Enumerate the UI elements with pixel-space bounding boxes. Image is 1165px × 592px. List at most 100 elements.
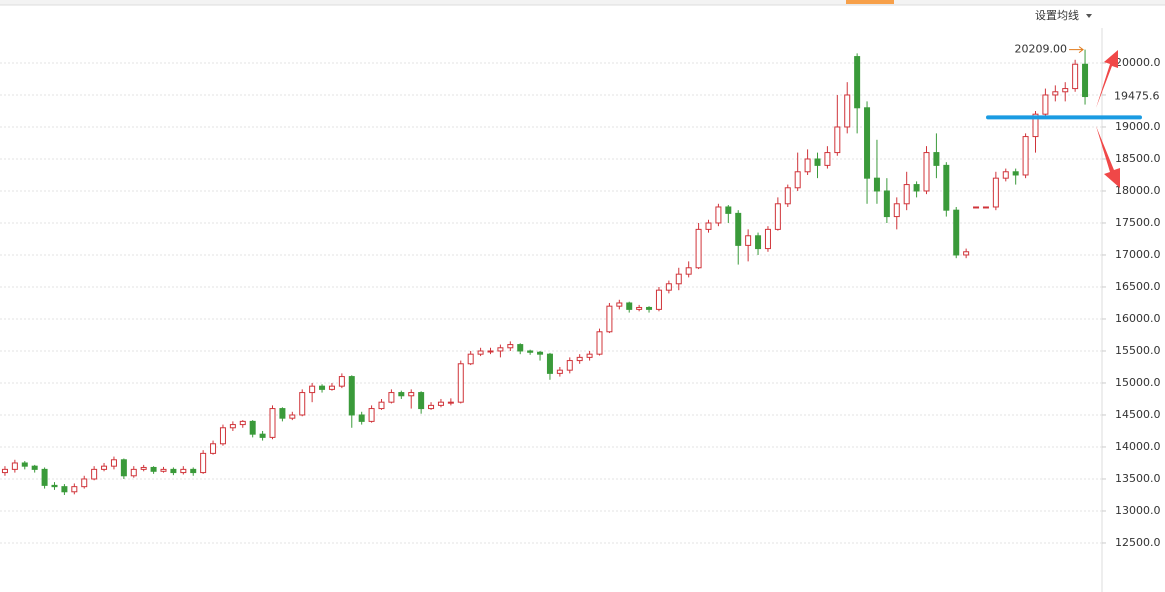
candle-body [437, 401, 444, 406]
candle-body [358, 414, 365, 422]
candle-body [408, 392, 415, 397]
candle-body [992, 177, 999, 208]
candle-body [1012, 171, 1019, 176]
candle-body [636, 306, 643, 310]
candle-body [883, 190, 890, 218]
candle-body [309, 385, 316, 394]
candle-body [507, 344, 514, 349]
candle-body [91, 468, 98, 480]
candle-body [101, 465, 108, 470]
candle-body [279, 408, 286, 419]
candle-body [249, 420, 256, 435]
candle-body [190, 468, 197, 474]
candle-body [457, 363, 464, 403]
candle-body [755, 235, 762, 250]
candle-body [467, 353, 474, 365]
candle-body [31, 465, 38, 470]
candle-body [219, 427, 226, 445]
candle-body [893, 203, 900, 218]
candle-body [982, 206, 989, 209]
candle-body [556, 369, 563, 374]
candle-body [130, 468, 137, 477]
candle-body [1082, 63, 1089, 98]
candle-body [210, 443, 217, 454]
candle-body [745, 235, 752, 246]
candle-body [447, 401, 454, 404]
candle-body [933, 152, 940, 166]
candle-body [606, 305, 613, 333]
candle-body [477, 350, 484, 355]
candle-body [378, 401, 385, 410]
y-tick-label: 20000.0 [1115, 56, 1161, 69]
candle-body [774, 203, 781, 230]
candle-body [953, 209, 960, 256]
candle-body [150, 466, 157, 472]
candle-body [824, 152, 831, 166]
candle-body [576, 356, 583, 362]
candle-body [229, 424, 236, 429]
candle-body [61, 486, 68, 493]
candle-body [715, 206, 722, 224]
y-tick-label: 16500.0 [1115, 280, 1161, 293]
candle-body [388, 392, 395, 403]
candle-body [864, 107, 871, 179]
candle-body [1062, 88, 1069, 93]
candle-body [368, 408, 375, 422]
candle-body [685, 267, 692, 275]
candle-body [41, 468, 48, 486]
last-price-label: 19475.6 [1114, 90, 1160, 103]
active-tab[interactable] [846, 0, 894, 4]
candle-body [527, 350, 534, 353]
candle-body [675, 273, 682, 285]
candle-body [804, 158, 811, 173]
candle-body [81, 478, 88, 488]
candle-body [398, 392, 405, 397]
candle-body [695, 228, 702, 269]
candle-body [497, 347, 504, 352]
arrow-up [1096, 50, 1118, 108]
y-tick-label: 14000.0 [1115, 440, 1161, 453]
candle-body [487, 350, 494, 353]
candle-body [259, 433, 266, 438]
candle-body [537, 351, 544, 355]
candle-body [973, 206, 980, 209]
candle-body [1, 468, 8, 474]
candle-body [923, 152, 930, 192]
candle-body [140, 466, 147, 470]
y-tick-label: 18000.0 [1115, 184, 1161, 197]
candle-body [1032, 113, 1039, 138]
candle-body [1052, 91, 1059, 96]
candle-body [844, 94, 851, 128]
candle-body [418, 392, 425, 410]
candle-body [665, 283, 672, 291]
candle-body [269, 408, 276, 438]
candle-body [546, 353, 553, 374]
high-arrow [1069, 46, 1084, 53]
candle-body [794, 171, 801, 189]
candle-body [655, 289, 662, 310]
candle-body [903, 184, 910, 205]
candle-body [21, 462, 28, 467]
candle-body [963, 251, 970, 256]
candle-body [299, 392, 306, 416]
candle-body [1072, 63, 1079, 90]
candle-body [764, 228, 771, 250]
candle-body [338, 376, 345, 387]
candle-body [566, 360, 573, 371]
candle-body [180, 468, 187, 474]
candle-body [1022, 136, 1029, 176]
candle-body [626, 302, 633, 310]
menu-caret[interactable] [1086, 14, 1092, 18]
plot: 12500.0 13000.0 13500.0 14000.0 14500.0 15000… [0, 43, 1162, 549]
candle-body [319, 385, 326, 390]
candle-body [239, 420, 246, 426]
candle-body [596, 331, 603, 355]
y-tick-label: 15500.0 [1115, 344, 1161, 357]
y-tick-label: 17000.0 [1115, 248, 1161, 261]
last-price-box [1110, 88, 1162, 105]
candle-body [517, 344, 524, 352]
ma-menu[interactable]: 设置均线 [1035, 8, 1079, 22]
y-tick-label: 15000.0 [1115, 376, 1161, 389]
candle-body [616, 302, 623, 307]
candle-body [110, 459, 117, 467]
